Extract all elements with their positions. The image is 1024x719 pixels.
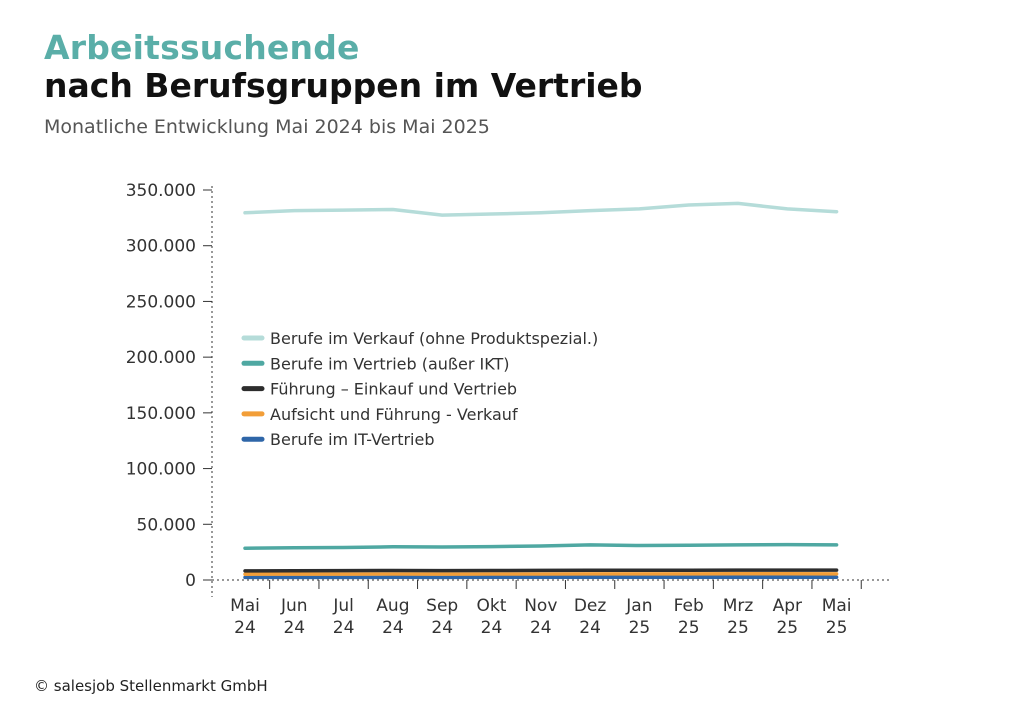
- chart-title-line1: Arbeitssuchende: [44, 28, 360, 67]
- series-line-2: [243, 542, 839, 550]
- legend-label: Berufe im Vertrieb (außer IKT): [270, 354, 509, 373]
- legend: Berufe im Verkauf (ohne Produktspezial.)…: [241, 329, 598, 449]
- legend-label: Aufsicht und Führung - Verkauf: [270, 405, 518, 424]
- x-tick-label: Jun 24: [280, 596, 308, 638]
- legend-label: Berufe im IT-Vertrieb: [270, 430, 435, 449]
- x-tick-label: Jul 24: [332, 596, 354, 638]
- x-tick-label: Aug 24: [376, 596, 409, 638]
- x-tick-label: Okt 24: [477, 596, 507, 638]
- y-tick-label: 150.000: [126, 404, 196, 424]
- y-tick-label: 250.000: [126, 292, 196, 312]
- series-layer: [243, 201, 839, 580]
- x-tick-label: Feb 25: [674, 596, 704, 638]
- y-tick-label: 0: [185, 571, 196, 591]
- x-tick-label: Sep 24: [426, 596, 458, 638]
- series-line-3: [243, 568, 839, 573]
- x-tick-label: Mrz 25: [723, 596, 754, 638]
- x-tick-label: Mai 25: [822, 596, 852, 638]
- y-tick-label: 350.000: [126, 181, 196, 201]
- x-tick-label: Mai 24: [230, 596, 260, 638]
- y-tick-label: 50.000: [137, 515, 196, 535]
- y-tick-label: 300.000: [126, 237, 196, 257]
- legend-label: Führung – Einkauf und Vertrieb: [270, 380, 517, 399]
- y-tick-label: 100.000: [126, 460, 196, 480]
- chart-subtitle: Monatliche Entwicklung Mai 2024 bis Mai …: [44, 116, 490, 138]
- x-tick-label: Jan 25: [625, 596, 652, 638]
- copyright-notice: © salesjob Stellenmarkt GmbH: [34, 677, 268, 695]
- series-line-1: [243, 201, 839, 217]
- x-tick-label: Nov 24: [524, 596, 557, 638]
- legend-label: Berufe im Verkauf (ohne Produktspezial.): [270, 329, 598, 348]
- y-axis: 0 50.000 100.000 150.000 200.000 250.000 300.0…: [126, 181, 213, 597]
- x-axis: Mai 24 Jun 24 Jul 24 Aug 24 Sep 24 Okt 24 Nov 24 Dez 24…: [212, 579, 890, 638]
- chart-title-line2: nach Berufsgruppen im Vertrieb: [44, 66, 643, 105]
- x-tick-label: Apr 25: [773, 596, 802, 638]
- y-tick-label: 200.000: [126, 348, 196, 368]
- x-tick-label: Dez 24: [574, 596, 607, 638]
